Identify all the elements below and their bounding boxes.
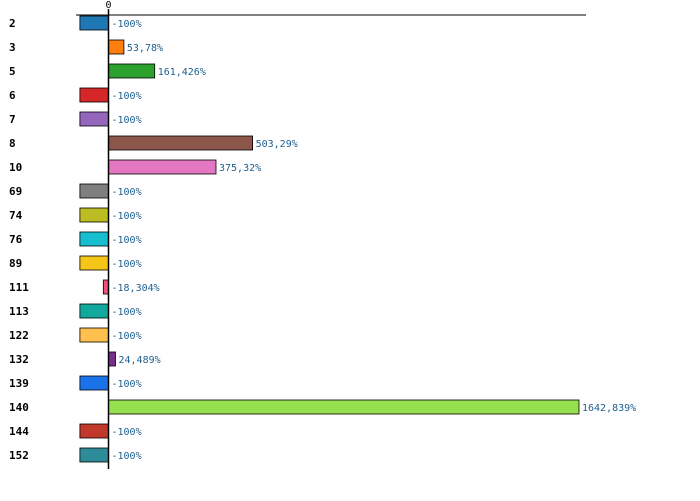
category-label-6: 6 [9,89,16,102]
value-label-7: -100% [112,115,142,126]
bar-111 [102,279,109,295]
bar-152 [79,447,109,463]
bar-76 [79,231,109,247]
category-label-3: 3 [9,41,16,54]
value-label-3: 53,78% [127,43,163,54]
bar-113 [79,303,109,319]
category-label-113: 113 [9,305,29,318]
category-label-74: 74 [9,209,23,222]
value-label-69: -100% [112,187,142,198]
bar-140 [108,399,580,415]
value-label-8: 503,29% [256,139,298,150]
category-label-111: 111 [9,281,29,294]
value-label-132: 24,489% [119,355,161,366]
value-label-89: -100% [112,259,142,270]
value-label-122: -100% [112,331,142,342]
category-label-144: 144 [9,425,29,438]
value-label-76: -100% [112,235,142,246]
value-label-6: -100% [112,91,142,102]
category-label-5: 5 [9,65,16,78]
category-label-2: 2 [9,17,16,30]
category-label-139: 139 [9,377,29,390]
category-label-152: 152 [9,449,29,462]
category-label-89: 89 [9,257,22,270]
bar-74 [79,207,109,223]
value-label-2: -100% [112,19,142,30]
bar-89 [79,255,109,271]
bar-3 [108,39,125,55]
value-label-10: 375,32% [219,163,261,174]
value-label-113: -100% [112,307,142,318]
bar-122 [79,327,109,343]
bar-144 [79,423,109,439]
category-label-132: 132 [9,353,29,366]
value-label-74: -100% [112,211,142,222]
value-label-111: -18,304% [112,283,160,294]
bar-10 [108,159,217,175]
labels-layer: 2 -100% 3 53,78% 5 161,426% 6 -100% 7 -100% 8 503,2… [9,17,636,462]
value-label-139: -100% [112,379,142,390]
bar-7 [79,111,109,127]
value-label-152: -100% [112,451,142,462]
bar-69 [79,183,109,199]
bars-layer [79,15,580,463]
category-label-8: 8 [9,137,16,150]
bar-132 [108,351,116,367]
zero-tick-label: 0 [105,0,111,11]
bar-8 [108,135,254,151]
value-label-5: 161,426% [158,67,206,78]
category-label-122: 122 [9,329,29,342]
category-label-7: 7 [9,113,16,126]
category-label-76: 76 [9,233,23,246]
category-label-69: 69 [9,185,22,198]
value-label-140: 1642,839% [582,403,636,414]
bar-6 [79,87,109,103]
bar-5 [108,63,156,79]
bar-139 [79,375,109,391]
value-label-144: -100% [112,427,142,438]
bar-2 [79,15,109,31]
category-label-140: 140 [9,401,29,414]
category-label-10: 10 [9,161,22,174]
